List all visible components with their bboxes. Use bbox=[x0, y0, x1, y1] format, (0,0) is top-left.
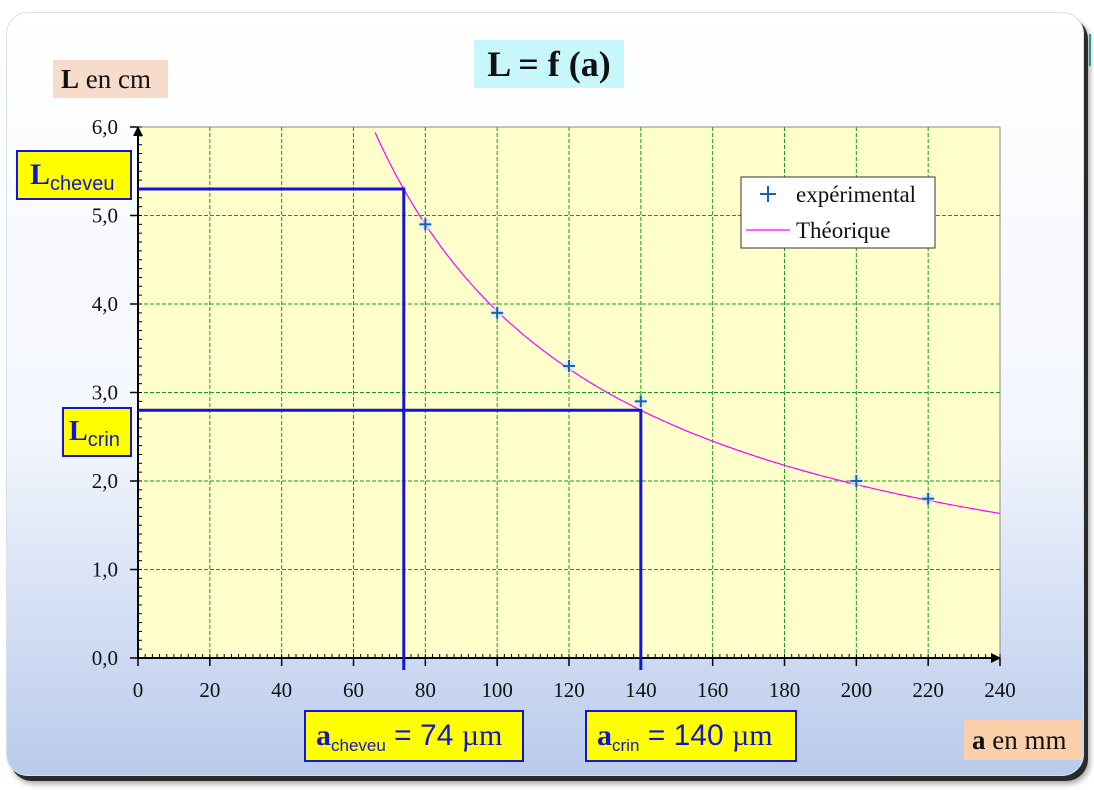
experimental-points bbox=[419, 218, 935, 505]
l-crin-sub: crin bbox=[87, 429, 120, 451]
y-tick-label: 1,0 bbox=[92, 558, 118, 582]
l-cheveu-main: L bbox=[30, 158, 51, 191]
legend-box bbox=[740, 176, 936, 249]
a-crin-value: = 140 bbox=[639, 719, 732, 752]
data-point bbox=[491, 306, 504, 319]
data-point bbox=[419, 218, 432, 231]
a-crin-label: acrin = 140 µm bbox=[585, 710, 797, 762]
y-axis-label: L en cm bbox=[53, 60, 168, 98]
y-tick-label: 3,0 bbox=[92, 381, 118, 405]
x-axis-var: a bbox=[972, 725, 986, 755]
grid bbox=[138, 127, 1000, 658]
y-tick-label: 4,0 bbox=[92, 292, 118, 316]
y-tick-label: 0,0 bbox=[92, 646, 118, 670]
guide-lines bbox=[138, 187, 643, 670]
theoretical-curve-group bbox=[374, 132, 1001, 515]
x-tick-label: 60 bbox=[343, 678, 364, 702]
a-crin-main: a bbox=[597, 719, 612, 752]
a-cheveu-label: acheveu = 74 µm bbox=[304, 710, 524, 762]
legend: expérimental Théorique bbox=[740, 176, 936, 249]
x-tick-label: 20 bbox=[199, 678, 220, 702]
corner-mark bbox=[1089, 34, 1094, 66]
chart-title: L = f (a) bbox=[474, 40, 624, 88]
x-tick-label: 240 bbox=[984, 678, 1016, 702]
guide-line bbox=[138, 187, 406, 670]
y-tick-label: 2,0 bbox=[92, 469, 118, 493]
x-tick-label: 80 bbox=[415, 678, 436, 702]
legend-label-experimental: expérimental bbox=[796, 182, 916, 207]
x-tick-label: 120 bbox=[553, 678, 585, 702]
a-cheveu-unit: µm bbox=[461, 719, 503, 752]
x-tick-label: 140 bbox=[625, 678, 657, 702]
l-crin-label: Lcrin bbox=[62, 407, 132, 457]
legend-marker-experimental bbox=[760, 186, 776, 202]
y-axis-var: L bbox=[61, 64, 80, 94]
l-cheveu-label: Lcheveu bbox=[16, 150, 132, 200]
x-tick-label: 220 bbox=[912, 678, 944, 702]
data-point bbox=[634, 395, 647, 408]
a-cheveu-value: = 74 bbox=[385, 719, 462, 752]
a-crin-unit: µm bbox=[731, 719, 773, 752]
data-point bbox=[563, 359, 575, 372]
y-tick-label: 6,0 bbox=[92, 115, 118, 139]
axes: 0 20 40 60 80 100 120 140 160 180 200 220 240 0,0 1,0 2… bbox=[92, 115, 1016, 702]
x-tick-label: 160 bbox=[697, 678, 729, 702]
data-point bbox=[850, 475, 863, 487]
guide-line bbox=[138, 408, 643, 670]
x-tick-label: 200 bbox=[841, 678, 873, 702]
a-cheveu-sub: cheveu bbox=[331, 736, 386, 755]
x-axis-unit: en mm bbox=[992, 725, 1067, 755]
l-crin-main: L bbox=[69, 416, 88, 447]
data-point bbox=[922, 492, 935, 505]
y-axis-arrow bbox=[133, 126, 143, 136]
l-cheveu-sub: cheveu bbox=[50, 173, 115, 195]
x-tick-label: 40 bbox=[271, 678, 292, 702]
x-axis-label: a en mm bbox=[964, 720, 1082, 760]
theoretical-curve bbox=[374, 132, 1001, 515]
x-tick-label: 0 bbox=[133, 678, 144, 702]
a-crin-sub: crin bbox=[612, 736, 640, 755]
x-tick-label: 180 bbox=[769, 678, 801, 702]
y-tick-label: 5,0 bbox=[92, 204, 118, 228]
x-tick-label: 100 bbox=[481, 678, 513, 702]
legend-label-theoretical: Théorique bbox=[796, 218, 891, 243]
y-axis-unit: en cm bbox=[85, 64, 151, 94]
a-cheveu-main: a bbox=[316, 719, 331, 752]
x-axis-arrow bbox=[991, 653, 1001, 663]
